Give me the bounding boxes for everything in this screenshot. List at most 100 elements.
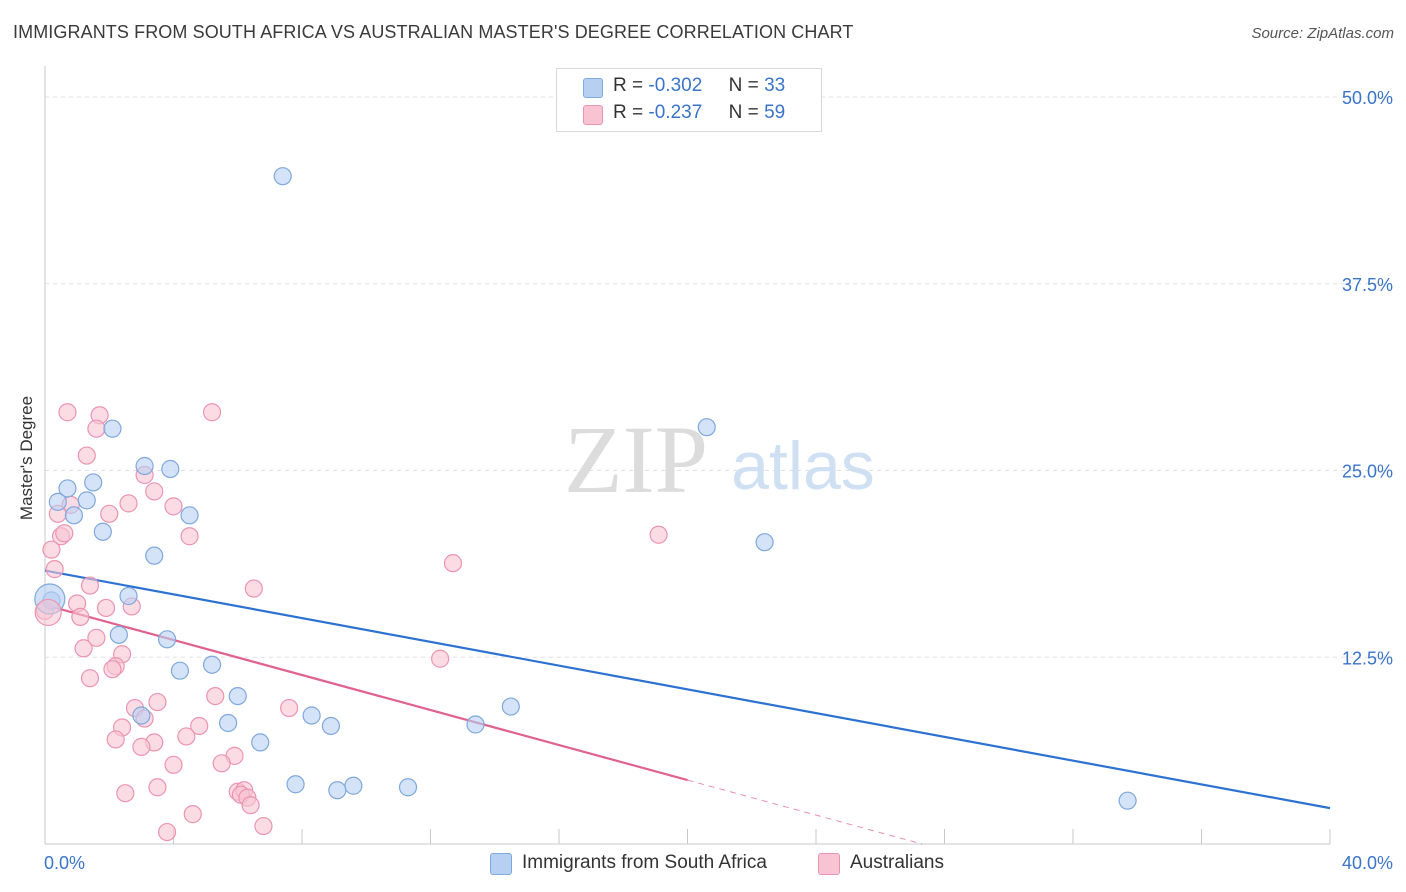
data-point-pink xyxy=(106,730,125,749)
data-point-blue xyxy=(132,706,151,725)
data-point-pink xyxy=(100,504,119,523)
data-point-pink xyxy=(431,649,450,668)
legend-r-label: R = xyxy=(613,102,644,123)
data-point-pink xyxy=(77,446,96,465)
data-point-pink xyxy=(180,527,199,546)
data-point-pink xyxy=(212,754,231,773)
data-point-pink xyxy=(80,576,100,595)
series-swatch-pink xyxy=(818,853,840,875)
chart-title: IMMIGRANTS FROM SOUTH AFRICA VS AUSTRALI… xyxy=(13,22,854,42)
data-point-pink xyxy=(119,494,138,513)
data-point-blue xyxy=(48,492,67,511)
data-point-blue xyxy=(251,733,270,752)
series-legend-label: Immigrants from South Africa xyxy=(522,852,767,873)
data-point-pink xyxy=(87,628,106,647)
y-tick-label: 50.0% xyxy=(1342,88,1393,108)
legend-n-value: 59 xyxy=(764,102,786,123)
correlation-legend: R = -0.302 N = 33 R = -0.237 N = 59 xyxy=(556,68,822,132)
data-point-blue xyxy=(755,533,774,552)
data-point-pink xyxy=(148,778,167,797)
series-legend-label: Australians xyxy=(850,852,944,873)
x-tick-label: 40.0% xyxy=(1342,853,1393,873)
data-point-pink xyxy=(164,497,183,516)
legend-swatch-pink xyxy=(583,105,603,125)
data-point-pink xyxy=(148,692,167,712)
data-point-pink xyxy=(45,560,64,579)
legend-n-value: 33 xyxy=(764,75,786,96)
data-point-blue xyxy=(93,522,112,541)
data-point-blue xyxy=(103,419,122,438)
data-point-blue xyxy=(321,716,341,736)
data-point-pink xyxy=(190,716,209,736)
data-point-pink xyxy=(103,660,122,679)
data-point-pink xyxy=(183,805,202,824)
data-point-pink xyxy=(280,698,299,718)
legend-r-value: -0.237 xyxy=(648,102,703,123)
watermark-zip: ZIP xyxy=(564,406,708,513)
data-point-pink xyxy=(443,554,463,573)
data-point-blue xyxy=(286,775,305,794)
watermark-atlas: atlas xyxy=(731,428,875,504)
data-point-blue xyxy=(466,715,485,734)
series-swatch-blue xyxy=(490,853,512,875)
legend-swatch-blue xyxy=(583,78,603,98)
data-point-blue xyxy=(58,479,77,498)
x-tick-label: 0.0% xyxy=(44,853,85,873)
data-point-pink xyxy=(244,579,263,598)
data-point-blue xyxy=(302,706,321,725)
data-point-pink xyxy=(157,822,177,842)
data-point-pink xyxy=(145,482,164,501)
data-point-blue xyxy=(119,586,138,606)
source-credit: Source: ZipAtlas.com xyxy=(1251,25,1394,42)
data-point-blue xyxy=(228,686,247,706)
data-point-blue xyxy=(273,167,292,186)
y-tick-label: 12.5% xyxy=(1342,648,1393,668)
data-point-blue xyxy=(202,655,222,674)
data-point-blue xyxy=(145,546,164,565)
data-point-pink xyxy=(202,403,222,422)
data-point-blue xyxy=(697,418,716,437)
data-point-blue xyxy=(161,459,180,479)
trend-line-blue xyxy=(44,569,1331,810)
data-point-blue xyxy=(109,625,128,644)
legend-n-label: N = xyxy=(728,102,759,123)
data-point-pink xyxy=(55,524,74,543)
legend-n-label: N = xyxy=(728,75,759,96)
data-point-blue xyxy=(328,781,347,800)
data-point-blue xyxy=(219,713,238,733)
legend-r-value: -0.302 xyxy=(648,75,703,96)
data-point-blue xyxy=(170,661,190,680)
data-point-blue xyxy=(180,506,199,525)
data-point-blue xyxy=(135,456,154,476)
data-point-blue xyxy=(64,506,84,525)
data-point-pink xyxy=(71,607,90,627)
y-tick-label: 25.0% xyxy=(1342,462,1393,482)
data-point-pink xyxy=(42,540,61,559)
trend-line-extension-pink xyxy=(687,779,923,845)
data-point-pink xyxy=(80,669,100,688)
data-point-pink xyxy=(649,525,668,544)
data-point-pink xyxy=(96,598,116,618)
data-point-blue xyxy=(77,491,96,510)
data-point-blue xyxy=(398,778,418,797)
legend-r-label: R = xyxy=(613,75,644,96)
data-point-pink xyxy=(254,816,273,836)
data-point-pink xyxy=(74,639,93,658)
data-point-blue xyxy=(344,776,363,795)
data-point-pink xyxy=(241,796,260,815)
data-point-blue xyxy=(501,697,520,716)
data-point-pink xyxy=(132,737,151,756)
data-point-blue xyxy=(157,630,177,649)
data-point-pink xyxy=(58,403,77,422)
data-point-pink xyxy=(87,419,106,438)
data-point-pink xyxy=(177,727,196,746)
y-tick-label: 37.5% xyxy=(1342,275,1393,295)
data-point-pink-large xyxy=(34,598,62,627)
data-point-pink xyxy=(164,755,183,774)
trend-line-pink xyxy=(44,603,688,782)
data-point-pink xyxy=(116,784,135,803)
data-point-pink xyxy=(206,686,225,706)
data-point-blue xyxy=(84,473,103,492)
data-point-blue xyxy=(1118,791,1137,810)
